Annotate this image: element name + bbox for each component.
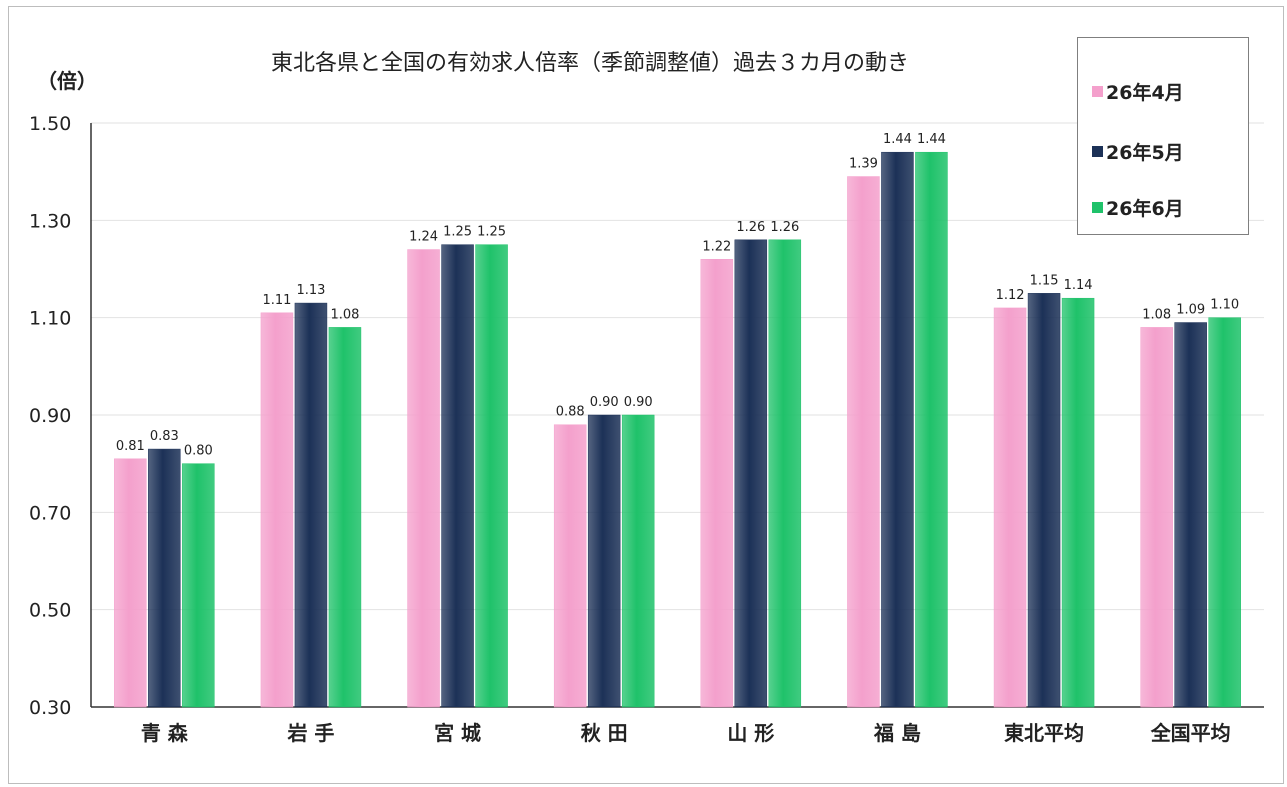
bar-2-7 bbox=[1027, 293, 1061, 708]
data-label: 1.25 bbox=[443, 225, 472, 240]
legend-label-series-2: 26年5月 bbox=[1106, 141, 1184, 164]
bar-2-4 bbox=[587, 414, 621, 708]
x-tick-label: 青 森 bbox=[141, 721, 189, 745]
data-label: 0.83 bbox=[150, 429, 179, 444]
legend-item-series-1: 26年4月 bbox=[1092, 78, 1184, 104]
data-label: 1.12 bbox=[996, 288, 1025, 303]
data-label: 0.81 bbox=[116, 439, 145, 454]
x-tick-label: 東北平均 bbox=[1004, 721, 1084, 745]
y-tick-label: 0.70 bbox=[29, 502, 71, 524]
x-tick-label: 福 島 bbox=[873, 721, 921, 745]
y-tick-label: 1.50 bbox=[29, 113, 71, 135]
legend-item-series-2: 26年5月 bbox=[1092, 138, 1184, 164]
bar-3-8 bbox=[1208, 317, 1241, 708]
data-label: 1.24 bbox=[409, 230, 438, 245]
legend-swatch-series-2 bbox=[1092, 145, 1103, 157]
x-tick-label: 宮 城 bbox=[434, 721, 481, 745]
legend-item-series-3: 26年6月 bbox=[1092, 194, 1184, 220]
y-tick-label: 0.30 bbox=[29, 697, 71, 719]
legend: 26年4月 26年5月 26年6月 bbox=[1077, 37, 1249, 235]
legend-label-series-1: 26年4月 bbox=[1106, 81, 1184, 104]
x-tick-label: 岩 手 bbox=[286, 721, 334, 745]
x-tick-label: 全国平均 bbox=[1150, 721, 1231, 745]
y-tick-label: 0.90 bbox=[29, 405, 71, 427]
bar-2-1 bbox=[148, 448, 181, 708]
data-label: 1.13 bbox=[296, 283, 325, 298]
bar-2-2 bbox=[294, 302, 328, 708]
data-label: 1.08 bbox=[1142, 307, 1171, 322]
bar-2-5 bbox=[734, 239, 768, 708]
data-label: 1.08 bbox=[330, 307, 359, 322]
data-label: 1.14 bbox=[1064, 278, 1093, 293]
chart-frame: 東北各県と全国の有効求人倍率（季節調整値）過去３カ月の動き （倍） 0.81 0.… bbox=[8, 6, 1284, 784]
data-label: 1.09 bbox=[1176, 303, 1205, 318]
data-labels: 0.81 0.83 0.80 1.11 1.13 1.08 1.24 1.25 1.25 0.88… bbox=[116, 132, 1239, 458]
bar-3-1 bbox=[182, 463, 215, 708]
bars bbox=[114, 151, 1241, 708]
chart-title: 東北各県と全国の有効求人倍率（季節調整値）過去３カ月の動き bbox=[271, 51, 910, 76]
y-axis-unit-label: （倍） bbox=[37, 69, 97, 93]
y-tick-label: 0.50 bbox=[29, 600, 71, 622]
data-label: 0.90 bbox=[624, 395, 653, 410]
data-label: 0.88 bbox=[556, 405, 585, 420]
bar-2-8 bbox=[1174, 322, 1207, 708]
data-label: 1.39 bbox=[849, 157, 878, 172]
data-label: 1.22 bbox=[702, 239, 731, 254]
bar-3-6 bbox=[915, 151, 948, 708]
data-label: 1.15 bbox=[1030, 273, 1059, 288]
x-tick-label: 秋 田 bbox=[581, 721, 628, 745]
data-label: 1.44 bbox=[883, 132, 912, 147]
x-tick-label: 山 形 bbox=[727, 721, 774, 745]
data-label: 1.44 bbox=[917, 132, 946, 147]
legend-swatch-series-3 bbox=[1092, 201, 1103, 213]
bar-1-8 bbox=[1140, 327, 1173, 708]
bar-1-4 bbox=[553, 424, 587, 708]
tick-labels: 0.30 0.50 0.70 0.90 1.10 1.30 1.50 青 森 岩 手 宮 城 秋 田… bbox=[29, 113, 1231, 745]
bar-1-7 bbox=[993, 307, 1027, 708]
data-label: 0.80 bbox=[184, 444, 213, 459]
data-label: 1.11 bbox=[262, 293, 291, 308]
legend-swatch-series-1 bbox=[1092, 85, 1103, 97]
bar-1-5 bbox=[700, 259, 734, 708]
data-label: 0.90 bbox=[590, 395, 619, 410]
bar-3-3 bbox=[475, 244, 508, 708]
data-label: 1.26 bbox=[736, 220, 765, 235]
data-label: 1.26 bbox=[770, 220, 799, 235]
data-label: 1.25 bbox=[477, 225, 506, 240]
bar-3-5 bbox=[768, 239, 802, 708]
bar-2-3 bbox=[441, 244, 474, 708]
bar-1-2 bbox=[260, 312, 294, 708]
legend-label-series-3: 26年6月 bbox=[1106, 197, 1184, 220]
bar-3-7 bbox=[1061, 297, 1095, 708]
bar-1-1 bbox=[114, 458, 147, 708]
bar-1-6 bbox=[847, 176, 880, 708]
y-tick-label: 1.10 bbox=[29, 308, 71, 330]
y-tick-label: 1.30 bbox=[29, 210, 71, 232]
data-label: 1.10 bbox=[1210, 298, 1239, 313]
bar-2-6 bbox=[881, 151, 914, 708]
bar-3-4 bbox=[621, 414, 655, 708]
bar-1-3 bbox=[407, 249, 440, 708]
bar-3-2 bbox=[328, 327, 362, 708]
bar-chart-plot: 0.81 0.83 0.80 1.11 1.13 1.08 1.24 1.25 1.25 0.88… bbox=[29, 113, 1264, 745]
